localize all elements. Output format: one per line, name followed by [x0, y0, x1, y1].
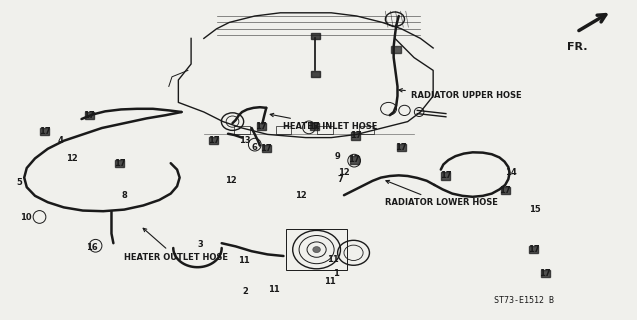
Bar [85, 112, 94, 119]
Text: 15: 15 [529, 205, 541, 214]
Text: FR.: FR. [567, 42, 587, 52]
Bar [397, 144, 406, 151]
Text: HEATER OUTLET HOSE: HEATER OUTLET HOSE [124, 228, 228, 262]
Text: ST73-E1512 B: ST73-E1512 B [494, 296, 554, 305]
Bar [234, 126, 250, 134]
Text: RADIATOR LOWER HOSE: RADIATOR LOWER HOSE [385, 180, 498, 207]
Text: 12: 12 [295, 191, 306, 200]
Text: 10: 10 [20, 213, 31, 222]
Text: 9: 9 [334, 152, 341, 161]
Text: 17: 17 [350, 132, 361, 140]
Text: 17: 17 [208, 136, 219, 145]
Bar [529, 246, 538, 253]
Bar [40, 128, 49, 135]
Text: 12: 12 [66, 154, 78, 163]
Text: 13: 13 [240, 136, 251, 145]
Text: 17: 17 [308, 122, 320, 131]
Text: RADIATOR UPPER HOSE: RADIATOR UPPER HOSE [399, 89, 522, 100]
Text: 17: 17 [528, 245, 540, 254]
Text: 17: 17 [83, 111, 95, 120]
Bar [262, 145, 271, 152]
Text: 6: 6 [252, 143, 258, 152]
Text: 7: 7 [338, 175, 344, 184]
Bar [286, 229, 347, 270]
Text: 17: 17 [114, 159, 125, 168]
Text: 17: 17 [499, 186, 511, 195]
Text: HEATER INLET HOSE: HEATER INLET HOSE [270, 113, 378, 131]
Text: 12: 12 [338, 168, 350, 177]
Bar [310, 123, 318, 130]
Text: 4: 4 [57, 136, 64, 145]
Ellipse shape [313, 246, 320, 253]
Bar [311, 33, 320, 39]
Bar [501, 187, 510, 194]
Text: 3: 3 [197, 240, 204, 249]
Text: 17: 17 [39, 127, 50, 136]
Bar [286, 229, 347, 270]
Bar [441, 172, 450, 180]
Text: 1: 1 [333, 269, 340, 278]
Text: 8: 8 [121, 191, 127, 200]
Text: 17: 17 [540, 269, 551, 278]
Text: 11: 11 [268, 285, 280, 294]
Bar [350, 156, 359, 164]
Text: 12: 12 [225, 176, 236, 185]
Text: 17: 17 [440, 172, 452, 180]
Bar [317, 126, 333, 134]
Text: 2: 2 [242, 287, 248, 296]
Text: 17: 17 [348, 156, 360, 164]
Text: 11: 11 [238, 256, 250, 265]
Bar [351, 132, 360, 140]
Text: 11: 11 [324, 277, 336, 286]
Text: 17: 17 [396, 143, 407, 152]
Bar [311, 71, 320, 77]
Bar [257, 123, 266, 130]
Text: 5: 5 [16, 178, 22, 187]
Bar [541, 270, 550, 277]
Bar [359, 126, 374, 134]
Text: 17: 17 [261, 144, 272, 153]
Bar [276, 126, 291, 134]
Text: 11: 11 [327, 255, 339, 264]
Bar [391, 46, 401, 53]
Text: 16: 16 [87, 244, 98, 252]
Text: 14: 14 [505, 168, 517, 177]
Bar [209, 137, 218, 144]
Text: 17: 17 [255, 122, 267, 131]
Bar [115, 160, 124, 167]
